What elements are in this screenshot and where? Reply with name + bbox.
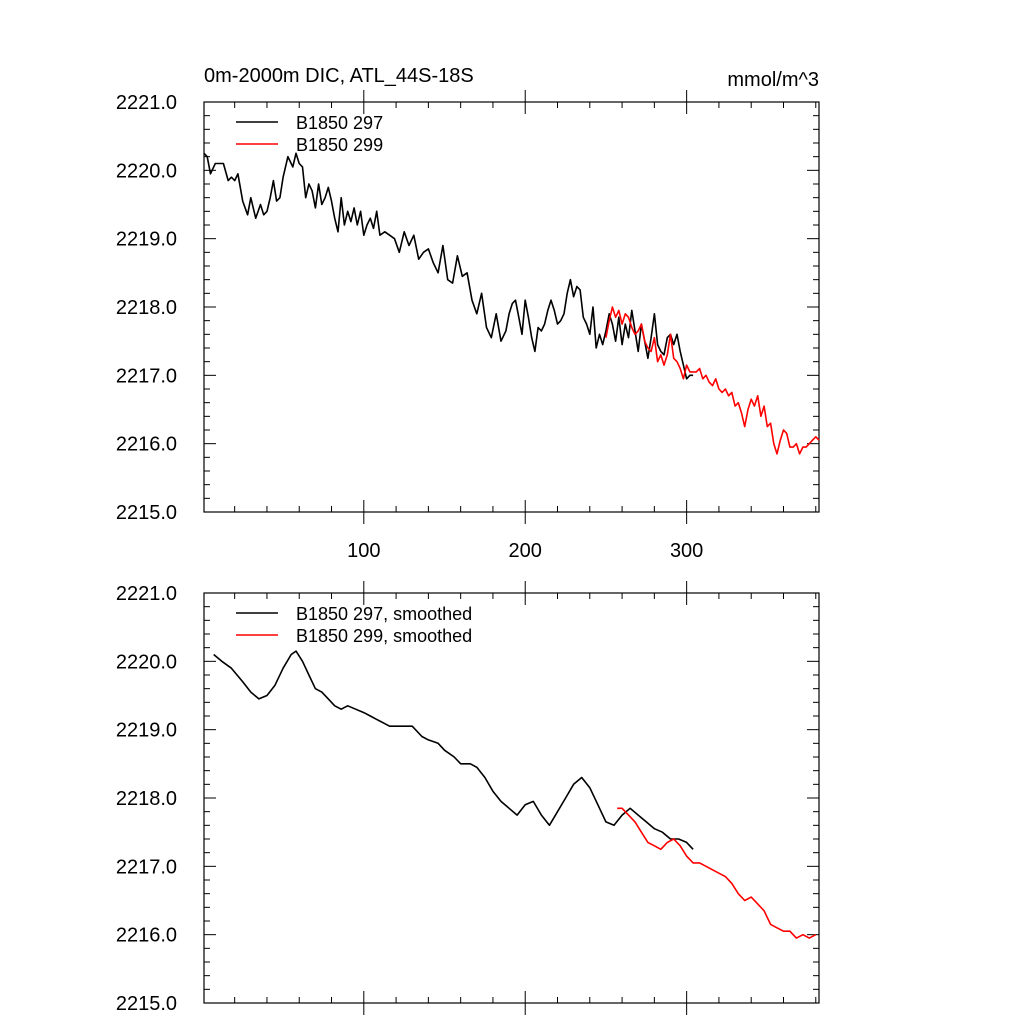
y-tick-label: 2220.0 <box>116 160 177 182</box>
series-line-1 <box>203 152 694 380</box>
y-tick-label: 2219.0 <box>116 720 177 742</box>
y-tick-label: 2220.0 <box>116 651 177 673</box>
y-tick-label: 2217.0 <box>116 856 177 878</box>
series-line-2 <box>617 807 817 939</box>
plot-frame <box>203 592 820 1004</box>
legend-label: B1850 299 <box>296 135 383 155</box>
top-panel: 2215.0 2216.0 2217.0 2218.0 2219.0 2220.0 2221… <box>116 90 820 562</box>
y-tick-label: 2216.0 <box>116 434 177 456</box>
y-tick-label: 2218.0 <box>116 297 177 319</box>
y-tick-label: 2221.0 <box>116 92 177 114</box>
chart-title: 0m-2000m DIC, ATL_44S-18S <box>204 65 474 87</box>
y-tick-label: 2221.0 <box>116 583 177 605</box>
x-tick-label: 200 <box>509 540 542 562</box>
legend-label: B1850 297 <box>296 113 383 133</box>
x-tick-label: 100 <box>347 540 380 562</box>
bottom-panel: 2215.0 2216.0 2217.0 2218.0 2219.0 2220.0 2221… <box>116 581 820 1015</box>
legend-label: B1850 299, smoothed <box>296 626 472 646</box>
series-line-2 <box>605 306 820 455</box>
y-tick-label: 2218.0 <box>116 788 177 810</box>
y-tick-label: 2215.0 <box>116 993 177 1015</box>
units-label: mmol/m^3 <box>727 69 819 91</box>
y-tick-label: 2215.0 <box>116 502 177 524</box>
series-line-1 <box>213 650 694 850</box>
x-tick-label: 300 <box>670 540 703 562</box>
y-tick-label: 2216.0 <box>116 925 177 947</box>
y-tick-label: 2217.0 <box>116 365 177 387</box>
legend-label: B1850 297, smoothed <box>296 604 472 624</box>
y-tick-label: 2219.0 <box>116 229 177 251</box>
